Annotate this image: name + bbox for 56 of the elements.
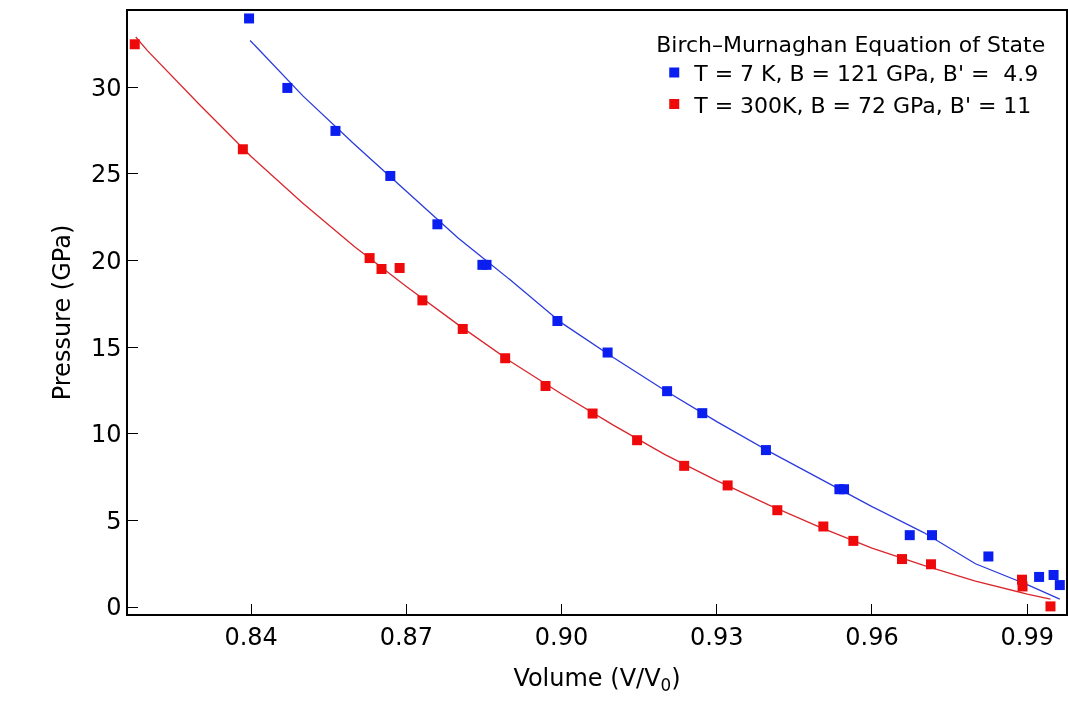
point	[927, 530, 937, 541]
y-tick-label: 15	[90, 333, 122, 362]
y-tick-label: 30	[90, 73, 122, 102]
x-tick-label: 0.99	[1000, 622, 1054, 651]
point	[385, 170, 396, 181]
point	[500, 353, 511, 364]
point	[417, 295, 428, 306]
x-tick-label: 0.90	[534, 622, 589, 651]
point	[772, 505, 783, 516]
point	[925, 559, 936, 570]
point	[587, 408, 598, 419]
point	[282, 82, 293, 93]
point	[839, 484, 850, 495]
point	[457, 323, 468, 334]
point	[722, 480, 733, 491]
point	[818, 521, 829, 532]
x-tick-label: 0.93	[690, 622, 744, 651]
y-tick-label: 20	[90, 246, 122, 275]
point	[983, 551, 994, 562]
point	[848, 535, 859, 546]
legend-title: Birch–Murnaghan Equation of State	[656, 31, 1046, 57]
point	[364, 253, 375, 264]
legend-label: T = 300K, B = 72 GPa, B' = 11	[693, 92, 1032, 118]
point	[896, 554, 907, 565]
y-tick-label: 0	[106, 593, 122, 622]
point	[552, 315, 563, 326]
point	[760, 445, 771, 456]
point	[1045, 601, 1056, 612]
legend-label: T = 7 K, B = 121 GPa, B' = 4.9	[693, 61, 1039, 87]
point	[697, 408, 708, 419]
point	[129, 39, 140, 50]
point	[1054, 580, 1065, 591]
point	[432, 219, 443, 230]
x-tick-label: 0.87	[379, 622, 434, 651]
point	[1017, 581, 1028, 592]
point	[662, 386, 673, 397]
point	[632, 435, 643, 446]
x-axis-title: Volume (V/V$_{0}$)	[513, 664, 681, 696]
y-tick-label: 5	[106, 506, 122, 535]
point	[540, 380, 551, 391]
point	[679, 460, 690, 471]
y-tick-label: 10	[90, 420, 122, 449]
point	[1048, 570, 1059, 581]
point	[330, 125, 341, 136]
y-axis-title: Pressure (GPa)	[47, 224, 76, 401]
point	[237, 144, 248, 155]
point	[904, 530, 915, 541]
point	[244, 13, 255, 24]
point	[481, 259, 492, 270]
x-tick-label: 0.84	[224, 622, 278, 651]
point	[376, 264, 387, 275]
point	[602, 347, 613, 358]
y-tick-label: 25	[90, 160, 122, 189]
point	[394, 262, 405, 273]
x-tick-label: 0.96	[845, 622, 899, 651]
point	[1034, 571, 1045, 582]
